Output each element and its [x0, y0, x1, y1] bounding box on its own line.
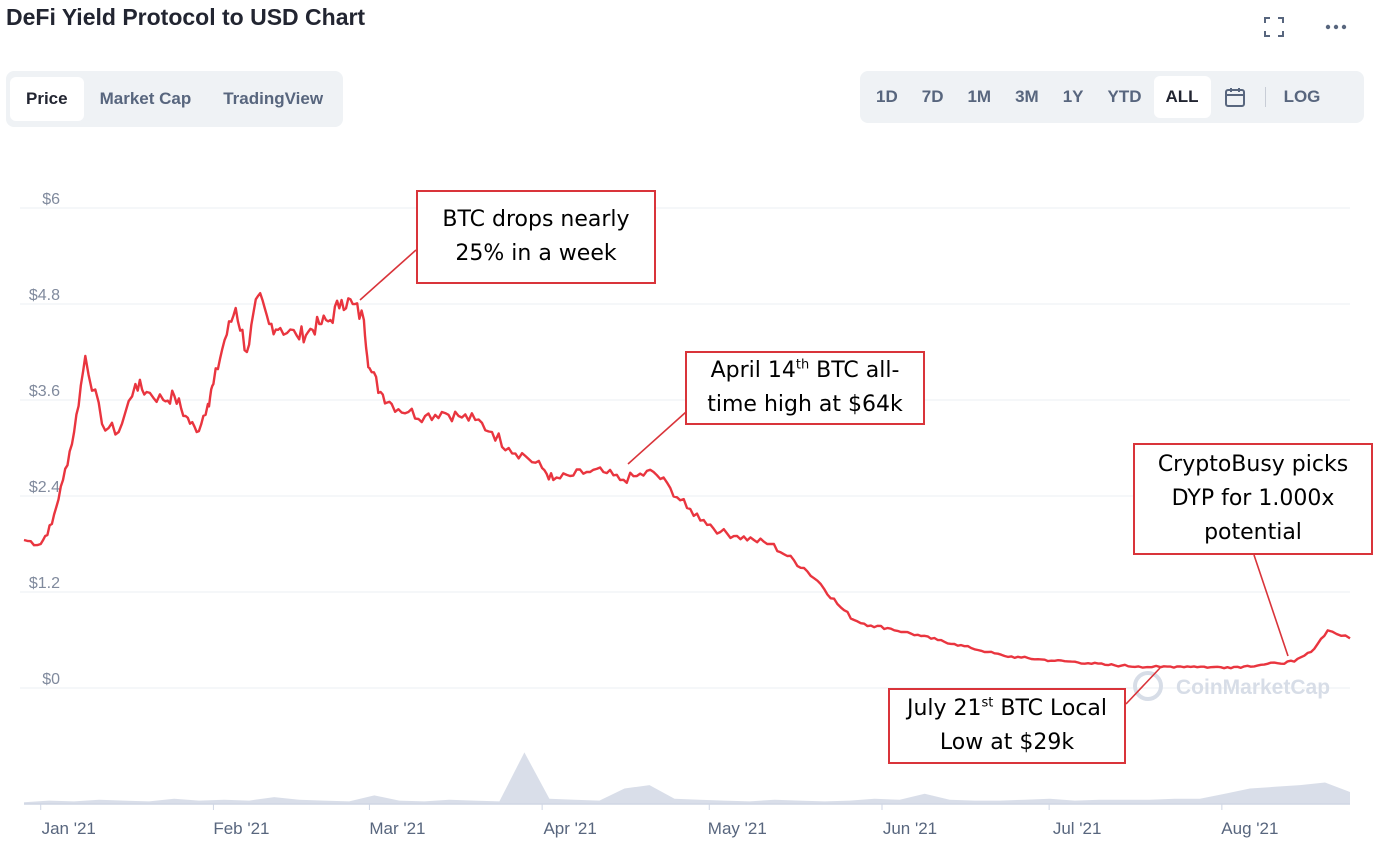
callout-text: BTC all-: [809, 358, 900, 383]
more-horizontal-icon[interactable]: [1323, 14, 1349, 40]
range-3m[interactable]: 3M: [1015, 87, 1039, 106]
leader-btc-drop: [359, 249, 417, 301]
callout-line: CryptoBusy picks: [1157, 452, 1349, 477]
leader-april-ath: [627, 411, 687, 465]
x-tick-label: Aug '21: [1221, 819, 1278, 838]
leader-cryptobusy: [1253, 554, 1289, 657]
range-1y[interactable]: 1Y: [1062, 87, 1084, 106]
view-tabs: Price Market Cap TradingView: [6, 71, 344, 127]
volume-series: [24, 752, 1350, 805]
callout-april-ath: April 14th BTC all- time high at $64k: [685, 351, 925, 425]
log-toggle[interactable]: LOG: [1283, 87, 1321, 106]
range-ytd[interactable]: YTD: [1107, 87, 1142, 106]
callout-line: DYP for 1.000x: [1171, 486, 1335, 511]
callout-superscript: th: [795, 357, 810, 373]
y-tick-label: $0: [42, 671, 60, 688]
y-tick-label: $1.2: [29, 575, 60, 592]
callout-cryptobusy: CryptoBusy picks DYP for 1.000x potentia…: [1133, 443, 1373, 555]
callout-line: Low at $29k: [939, 730, 1075, 755]
callout-line: potential: [1204, 520, 1302, 545]
callout-july-low: July 21st BTC Local Low at $29k: [888, 688, 1126, 764]
callout-text: July 21: [906, 696, 982, 721]
header-actions: [1261, 14, 1349, 40]
x-tick-label: Apr '21: [543, 819, 596, 838]
coinmarketcap-icon: [1133, 671, 1163, 701]
y-tick-label: $3.6: [29, 383, 60, 400]
expand-icon[interactable]: [1261, 14, 1287, 40]
callout-leaders: [359, 249, 1289, 705]
y-tick-label: $4.8: [29, 287, 60, 304]
x-tick-label: Feb '21: [213, 819, 269, 838]
x-tick-label: May '21: [708, 819, 767, 838]
price-series-line: [23, 292, 1351, 670]
callout-line: April 14th BTC all-: [687, 354, 923, 388]
x-axis-ticks: Jan '21 Feb '21 Mar '21 Apr '21 May '21 Jun '…: [40, 804, 1278, 838]
calendar-icon[interactable]: [1211, 76, 1259, 118]
tab-price[interactable]: Price: [10, 77, 84, 121]
y-tick-label: $6: [42, 191, 60, 208]
x-tick-label: Mar '21: [369, 819, 425, 838]
x-tick-label: Jul '21: [1053, 819, 1102, 838]
callout-superscript: st: [981, 695, 994, 711]
range-1m[interactable]: 1M: [967, 87, 992, 106]
callout-line: July 21st BTC Local: [890, 692, 1124, 726]
range-all[interactable]: ALL: [1153, 76, 1211, 118]
x-tick-label: Jun '21: [883, 819, 937, 838]
range-7d[interactable]: 7D: [921, 87, 944, 106]
y-tick-label: $2.4: [29, 479, 60, 496]
callout-line: 25% in a week: [455, 241, 617, 266]
callout-btc-drop: BTC drops nearly 25% in a week: [416, 190, 656, 284]
tab-tradingview[interactable]: TradingView: [223, 89, 324, 108]
leader-july-low: [1125, 667, 1161, 705]
page-title: DeFi Yield Protocol to USD Chart: [6, 4, 366, 30]
callout-line: BTC drops nearly: [442, 207, 630, 232]
x-tick-label: Jan '21: [42, 819, 96, 838]
callout-text: BTC Local: [993, 696, 1108, 721]
watermark-text: CoinMarketCap: [1176, 676, 1330, 699]
range-1d[interactable]: 1D: [876, 87, 898, 106]
volume-area: [24, 752, 1350, 804]
callout-text: April 14: [710, 358, 796, 383]
range-tabs: 1D 7D 1M 3M 1Y YTD ALL LOG: [860, 71, 1364, 123]
divider: [1264, 87, 1266, 107]
tab-market-cap[interactable]: Market Cap: [99, 89, 192, 108]
watermark: CoinMarketCap: [1133, 671, 1330, 701]
y-axis-ticks: $6 $4.8 $3.6 $2.4 $1.2 $0: [29, 191, 60, 688]
callout-line: time high at $64k: [707, 392, 903, 417]
